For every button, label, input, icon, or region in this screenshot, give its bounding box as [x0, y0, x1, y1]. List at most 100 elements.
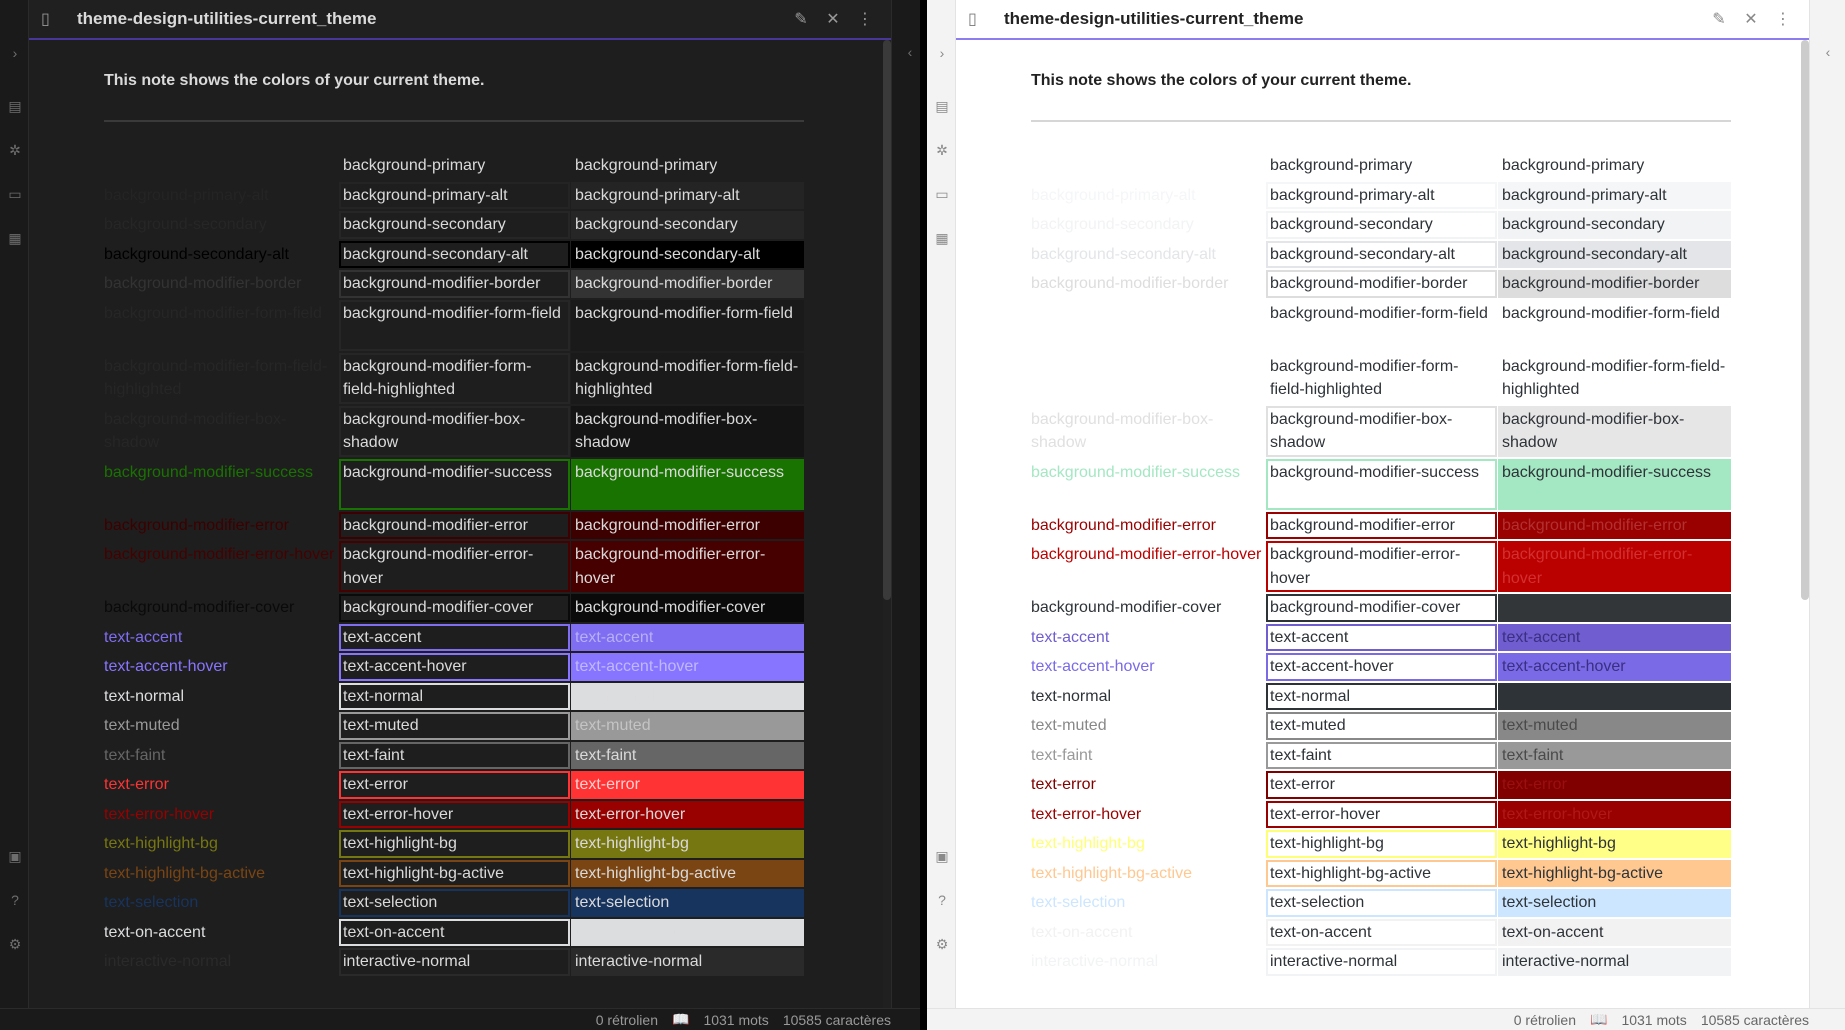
pane-separator[interactable]: [920, 0, 927, 1030]
more-vertical-icon[interactable]: ⋮: [857, 11, 873, 28]
cards-icon[interactable]: ▭: [935, 186, 949, 202]
border-swatch: background-modifier-form-field: [1266, 299, 1497, 351]
backlinks-count[interactable]: 0 rétrolien: [595, 1011, 658, 1028]
cards-icon[interactable]: ▭: [8, 186, 22, 202]
left-ribbon: › ▤ ✲ ▭ ▦ ▣ ? ⚙: [927, 0, 956, 1008]
fill-swatch: background-primary: [1498, 152, 1731, 180]
color-label: background-modifier-error: [104, 516, 289, 534]
border-swatch: background-modifier-error-hover: [1266, 541, 1497, 592]
fill-swatch: text-faint: [571, 741, 804, 769]
chevron-left-icon[interactable]: ‹: [907, 44, 913, 60]
fill-swatch: text-error: [571, 771, 804, 799]
color-row: text-on-accent text-on-accent text-on-acce…: [1031, 918, 1731, 946]
help-icon[interactable]: ?: [11, 892, 19, 908]
color-row: background-primary background-primary: [104, 152, 804, 180]
border-swatch: background-secondary: [1266, 211, 1497, 239]
color-row: background-modifier-box-shadow background…: [104, 405, 804, 457]
border-swatch: text-muted: [1266, 712, 1497, 740]
color-label: text-highlight-bg: [104, 835, 218, 852]
border-swatch: background-modifier-border: [1266, 270, 1497, 298]
fill-swatch: background-modifier-form-field-highlight…: [1498, 352, 1731, 404]
border-swatch: background-primary-alt: [339, 181, 570, 209]
border-swatch: background-secondary: [339, 211, 570, 239]
border-swatch: interactive-normal: [1266, 948, 1497, 976]
fill-swatch: background-modifier-box-shadow: [1498, 405, 1731, 457]
color-row: text-faint text-faint text-faint: [1031, 741, 1731, 769]
color-row: background-primary-alt background-primary…: [104, 181, 804, 209]
color-label: text-selection: [104, 894, 199, 911]
vault-icon[interactable]: ▣: [8, 848, 22, 864]
close-icon[interactable]: ✕: [826, 11, 840, 28]
border-swatch: background-modifier-border: [339, 270, 570, 298]
note-view: ▯ theme-design-utilities-current_theme ✎…: [29, 0, 891, 1008]
fill-swatch: text-error-hover: [571, 800, 804, 828]
scrollbar[interactable]: [883, 40, 891, 1008]
graph-icon[interactable]: ✲: [936, 142, 948, 158]
color-row: text-error text-error text-error: [1031, 771, 1731, 799]
grid-icon[interactable]: ▦: [935, 230, 949, 246]
color-row: text-error-hover text-error-hover text-err…: [1031, 800, 1731, 828]
file-plus-icon[interactable]: ▤: [8, 98, 22, 114]
char-count: 10585 caractères: [782, 1011, 891, 1028]
graph-icon[interactable]: ✲: [9, 142, 21, 158]
more-vertical-icon[interactable]: ⋮: [1775, 11, 1791, 28]
fill-swatch: background-primary: [571, 152, 804, 180]
fill-swatch: background-modifier-error-hover: [1498, 541, 1731, 592]
backlinks-count[interactable]: 0 rétrolien: [1513, 1011, 1576, 1028]
border-swatch: text-on-accent: [339, 918, 570, 946]
note-content[interactable]: This note shows the colors of your curre…: [29, 40, 891, 1008]
border-swatch: text-selection: [339, 889, 570, 917]
color-row: interactive-normal interactive-normal inte…: [104, 948, 804, 976]
word-count: 1031 mots: [703, 1011, 769, 1028]
pencil-icon[interactable]: ✎: [794, 11, 808, 28]
scrollbar[interactable]: [1801, 40, 1809, 1008]
color-label: text-error: [1031, 776, 1096, 793]
color-row: background-modifier-cover background-modi…: [104, 594, 804, 622]
color-row: background-modifier-error-hover backgroun…: [1031, 541, 1731, 592]
gear-icon[interactable]: ⚙: [8, 936, 22, 952]
fill-swatch: text-on-accent: [571, 918, 804, 946]
chevron-right-icon[interactable]: ›: [12, 45, 18, 61]
color-row: background-modifier-form-field-highlight…: [1031, 352, 1731, 404]
border-swatch: text-accent-hover: [339, 653, 570, 681]
note-title[interactable]: theme-design-utilities-current_theme: [77, 9, 377, 28]
border-swatch: background-primary-alt: [1266, 181, 1497, 209]
note-title[interactable]: theme-design-utilities-current_theme: [1004, 9, 1304, 28]
border-swatch: background-modifier-box-shadow: [339, 405, 570, 457]
chevron-left-icon[interactable]: ‹: [1825, 44, 1831, 60]
color-label: background-primary-alt: [1031, 186, 1196, 204]
close-icon[interactable]: ✕: [1744, 11, 1758, 28]
grid-icon[interactable]: ▦: [8, 230, 22, 246]
border-swatch: background-modifier-success: [339, 458, 570, 510]
color-label: text-highlight-bg: [1031, 835, 1145, 852]
note-view: ▯ theme-design-utilities-current_theme ✎…: [956, 0, 1809, 1008]
color-row: background-modifier-success background-mo…: [104, 458, 804, 510]
help-icon[interactable]: ?: [938, 892, 946, 908]
note-content[interactable]: This note shows the colors of your curre…: [956, 40, 1809, 1008]
right-ribbon: ‹: [1809, 0, 1845, 1008]
color-label: background-modifier-border: [104, 275, 302, 292]
chevron-right-icon[interactable]: ›: [939, 45, 945, 61]
fill-swatch: background-modifier-form-field: [571, 299, 804, 351]
border-swatch: background-secondary-alt: [1266, 240, 1497, 268]
note-header: ▯ theme-design-utilities-current_theme ✎…: [29, 0, 891, 40]
color-row: text-highlight-bg-active text-highlight-b…: [1031, 859, 1731, 887]
color-label: [104, 152, 337, 154]
gear-icon[interactable]: ⚙: [935, 936, 949, 952]
border-swatch: text-faint: [339, 741, 570, 769]
fill-swatch: background-modifier-success: [1498, 458, 1731, 510]
fill-swatch: background-modifier-border: [1498, 270, 1731, 298]
fill-swatch: background-secondary-alt: [1498, 240, 1731, 268]
color-row: background-primary background-primary: [1031, 152, 1731, 180]
vault-icon[interactable]: ▣: [935, 848, 949, 864]
word-count: 1031 mots: [1621, 1011, 1687, 1028]
pencil-icon[interactable]: ✎: [1712, 11, 1726, 28]
book-icon[interactable]: 📖: [1590, 1011, 1608, 1027]
border-swatch: text-highlight-bg-active: [339, 859, 570, 887]
border-swatch: background-modifier-success: [1266, 458, 1497, 510]
file-plus-icon[interactable]: ▤: [935, 98, 949, 114]
color-row: text-accent text-accent text-accent: [1031, 623, 1731, 651]
border-swatch: text-muted: [339, 712, 570, 740]
color-row: background-modifier-cover background-modi…: [1031, 594, 1731, 622]
book-icon[interactable]: 📖: [672, 1011, 690, 1027]
